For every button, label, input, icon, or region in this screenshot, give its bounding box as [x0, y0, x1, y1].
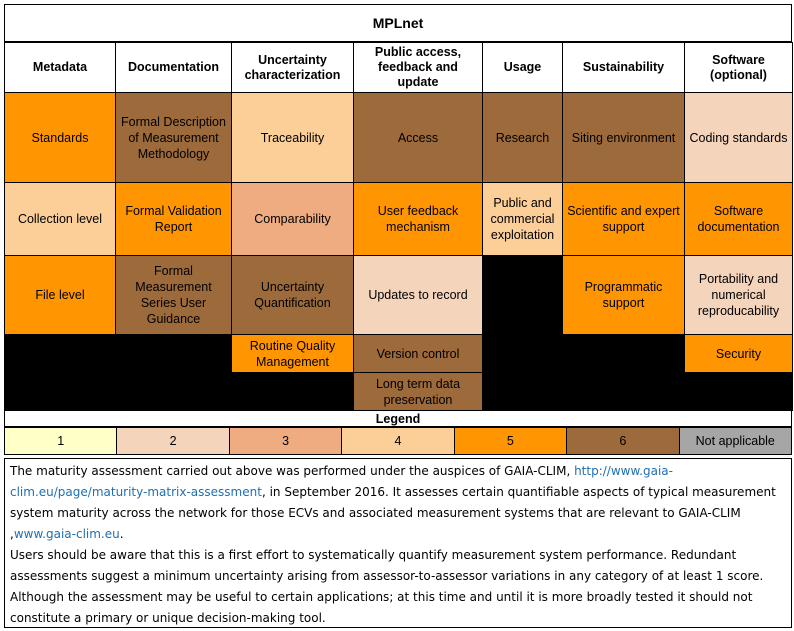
legend-title: Legend — [4, 410, 792, 427]
empty-cell — [684, 372, 793, 411]
disclaimer-note: The maturity assessment carried out abov… — [4, 458, 792, 628]
maturity-cell: Siting environment — [562, 92, 685, 183]
maturity-cell: User feedback mechanism — [353, 182, 483, 256]
matrix-row: Standards Formal Description of Measureme… — [4, 92, 793, 183]
maturity-cell: Formal Measurement Series User Guidance — [115, 255, 232, 335]
matrix-row: Long term data preservation — [4, 372, 793, 411]
maturity-cell: Portability and numerical reproducabilit… — [684, 255, 793, 335]
note-text: The maturity assessment carried out abov… — [10, 464, 575, 478]
maturity-cell: Research — [482, 92, 563, 183]
maturity-cell: Formal Validation Report — [115, 182, 232, 256]
empty-cell — [115, 372, 232, 411]
maturity-cell: Programmatic support — [562, 255, 685, 335]
legend-item: 1 — [3, 427, 118, 455]
maturity-cell: Public and commercial exploitation — [482, 182, 563, 256]
matrix-row: Routine Quality Management Version contro… — [4, 334, 793, 373]
empty-cell — [482, 255, 563, 335]
maturity-matrix-table: Metadata Documentation Uncertainty chara… — [4, 42, 793, 411]
empty-cell — [562, 372, 685, 411]
empty-cell — [482, 372, 563, 411]
column-header: Sustainability — [562, 42, 685, 93]
maturity-cell: Long term data preservation — [353, 372, 483, 411]
legend-item: 4 — [341, 427, 455, 455]
matrix-row: Collection level Formal Validation Report… — [4, 182, 793, 256]
maturity-cell: Formal Description of Measurement Method… — [115, 92, 232, 183]
note-text: , in September 2016. It assesses certain… — [10, 485, 776, 541]
legend-table: 1 2 3 4 5 6 Not applicable — [3, 427, 793, 455]
maturity-matrix-link[interactable]: http://www.gaia-clim.eu/page/maturity-ma… — [10, 464, 673, 499]
column-header: Usage — [482, 42, 563, 93]
legend-item: 2 — [116, 427, 230, 455]
legend-row: 1 2 3 4 5 6 Not applicable — [3, 427, 793, 455]
maturity-cell: Standards — [4, 92, 116, 183]
legend-item: Not applicable — [678, 427, 793, 455]
maturity-cell: Security — [684, 334, 793, 373]
matrix-row: File level Formal Measurement Series User… — [4, 255, 793, 335]
maturity-cell: Updates to record — [353, 255, 483, 335]
empty-cell — [482, 334, 563, 373]
maturity-cell: File level — [4, 255, 116, 335]
column-header: Uncertainty characterization — [231, 42, 354, 93]
maturity-cell: Software documentation — [684, 182, 793, 256]
maturity-cell: Access — [353, 92, 483, 183]
maturity-cell: Coding standards — [684, 92, 793, 183]
column-header: Documentation — [115, 42, 232, 93]
legend-item: 5 — [453, 427, 568, 455]
maturity-cell: Scientific and expert support — [562, 182, 685, 256]
note-paragraph: Users should be aware that this is a fir… — [10, 548, 764, 625]
empty-cell — [115, 334, 232, 373]
empty-cell — [231, 372, 354, 411]
column-header: Metadata — [4, 42, 116, 93]
maturity-cell: Comparability — [231, 182, 354, 256]
legend-item: 6 — [566, 427, 680, 455]
empty-cell — [562, 334, 685, 373]
empty-cell — [4, 334, 116, 373]
maturity-cell: Uncertainty Quantification — [231, 255, 354, 335]
maturity-cell: Traceability — [231, 92, 354, 183]
column-header: Public access, feedback and update — [353, 42, 483, 93]
column-header: Software (optional) — [684, 42, 793, 93]
header-row: Metadata Documentation Uncertainty chara… — [4, 42, 793, 93]
maturity-cell: Collection level — [4, 182, 116, 256]
legend-item: 3 — [228, 427, 343, 455]
maturity-cell: Routine Quality Management — [231, 334, 354, 373]
note-text: . — [119, 527, 124, 541]
maturity-cell: Version control — [353, 334, 483, 373]
page-title: MPLnet — [4, 4, 792, 42]
matrix-body: Standards Formal Description of Measureme… — [4, 92, 793, 411]
gaia-clim-link[interactable]: www.gaia-clim.eu — [13, 527, 120, 541]
empty-cell — [4, 372, 116, 411]
